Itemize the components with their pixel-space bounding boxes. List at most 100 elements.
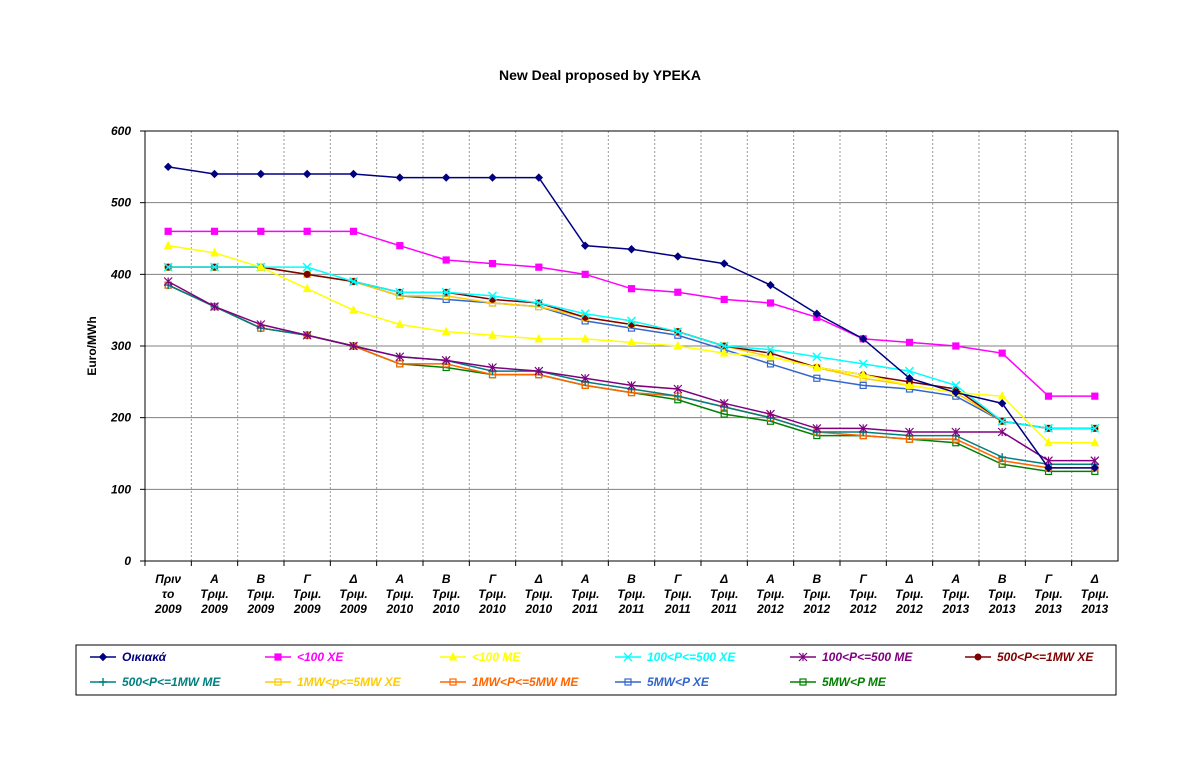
data-point	[302, 169, 312, 179]
legend-item: Οικιακά	[90, 650, 167, 664]
x-tick-label: Β Τριμ. 2011	[617, 572, 646, 616]
data-point	[534, 333, 544, 343]
data-point	[441, 173, 451, 182]
x-tick-label: Δ Τριμ. 2013	[1080, 572, 1109, 616]
series-line	[168, 230, 1095, 397]
data-point	[580, 333, 590, 343]
data-point	[766, 345, 775, 355]
data-point	[627, 337, 636, 346]
x-tick-label: Β Τριμ. 2012	[802, 572, 831, 616]
x-tick-label: Δ Τριμ. 2009	[339, 572, 368, 616]
data-point	[163, 162, 173, 172]
data-point	[256, 169, 266, 179]
y-axis-label: Euro/MWh	[85, 316, 99, 375]
legend-item: <100 ΜΕ	[440, 650, 521, 664]
legend-item: 1MW<P<=5MW ΜΕ	[440, 675, 579, 689]
data-point	[719, 341, 729, 351]
legend-label: 100<P<=500 ΜΕ	[822, 650, 913, 664]
series-3	[163, 262, 1100, 433]
x-tick-label: Α Τριμ. 2009	[200, 572, 229, 616]
data-point	[488, 330, 497, 339]
data-point	[302, 283, 312, 293]
legend-label: 5MW<P ΧΕ	[647, 675, 710, 689]
legend-item: 100<P<=500 ΧΕ	[615, 650, 736, 664]
data-point	[210, 262, 219, 272]
data-point	[905, 427, 914, 437]
data-point	[210, 302, 219, 312]
series-line	[167, 284, 1095, 469]
data-point	[535, 263, 543, 271]
legend-item: 500<P<=1MW ΜΕ	[90, 675, 221, 689]
data-point	[766, 280, 775, 290]
legend-box	[75, 644, 1117, 696]
legend-item: <100 ΧΕ	[265, 650, 344, 664]
data-point	[580, 373, 590, 383]
data-point	[905, 380, 914, 389]
y-tick-label: 300	[111, 339, 131, 353]
data-point	[210, 169, 219, 179]
data-point	[396, 360, 404, 368]
data-point	[905, 338, 914, 347]
data-point	[302, 262, 312, 272]
data-point	[256, 320, 266, 329]
data-point	[627, 316, 636, 326]
data-point	[534, 173, 544, 182]
data-point	[951, 427, 961, 437]
legend-swatch-marker	[99, 678, 107, 686]
data-point	[163, 240, 173, 250]
series-8	[164, 281, 1099, 472]
data-point	[164, 227, 172, 235]
x-tick-label: Γ Τριμ. 2013	[1034, 572, 1063, 616]
data-point	[766, 409, 775, 419]
data-point	[580, 309, 590, 319]
data-point	[534, 298, 544, 308]
series-line	[168, 166, 1095, 469]
data-point	[905, 366, 914, 376]
data-point	[534, 366, 544, 376]
data-point	[997, 399, 1007, 408]
series-line	[167, 284, 1095, 473]
x-tick-label: Β Τριμ. 2010	[432, 572, 461, 616]
x-tick-label: Πριν το 2009	[154, 572, 182, 616]
data-point	[1044, 463, 1053, 473]
x-tick-label: Γ Τριμ. 2012	[849, 572, 878, 616]
legend-label: 100<P<=500 ΧΕ	[647, 650, 736, 664]
data-point	[488, 173, 497, 182]
x-tick-label: Γ Τριμ. 2009	[293, 572, 322, 616]
data-point	[210, 247, 219, 257]
data-point	[1090, 456, 1100, 466]
data-point	[627, 245, 636, 254]
y-tick-label: 400	[110, 267, 131, 281]
legend-label: 1MW<p<=5MW ΧΕ	[297, 675, 402, 689]
data-point	[441, 326, 451, 336]
x-axis-ticks: Πριν το 2009 Α Τριμ. 2009 Β Τριμ. 2009 Γ Τριμ. 2009…	[144, 561, 1109, 616]
data-point	[997, 427, 1007, 437]
data-point	[673, 384, 683, 394]
x-tick-label: Δ Τριμ. 2010	[524, 572, 553, 616]
legend-item: 100<P<=500 ΜΕ	[790, 650, 913, 664]
data-point	[858, 334, 868, 344]
grid	[145, 131, 1118, 561]
legend-label: <100 ΜΕ	[472, 650, 521, 664]
series-4	[163, 277, 1100, 466]
data-point	[488, 259, 497, 268]
data-point	[673, 252, 683, 261]
data-point	[720, 410, 728, 418]
x-tick-label: Δ Τριμ. 2012	[895, 572, 924, 616]
data-point	[627, 380, 636, 390]
data-point	[395, 287, 405, 297]
data-point	[1044, 392, 1053, 400]
chart-title: New Deal proposed by YPEKA	[499, 67, 701, 83]
legend: Οικιακά <100 ΧΕ <100 ΜΕ 100<P<=500 ΧΕ 100<P<…	[90, 650, 1094, 689]
data-point	[812, 352, 822, 362]
data-point	[905, 374, 914, 383]
data-point	[627, 285, 636, 293]
legend-label: Οικιακά	[122, 650, 167, 664]
data-point	[1044, 423, 1053, 433]
data-point	[1044, 437, 1053, 447]
y-tick-label: 100	[111, 482, 131, 496]
data-point	[488, 291, 497, 301]
x-tick-label: Β Τριμ. 2013	[988, 572, 1017, 616]
data-point	[1090, 463, 1100, 473]
data-point	[998, 349, 1006, 357]
